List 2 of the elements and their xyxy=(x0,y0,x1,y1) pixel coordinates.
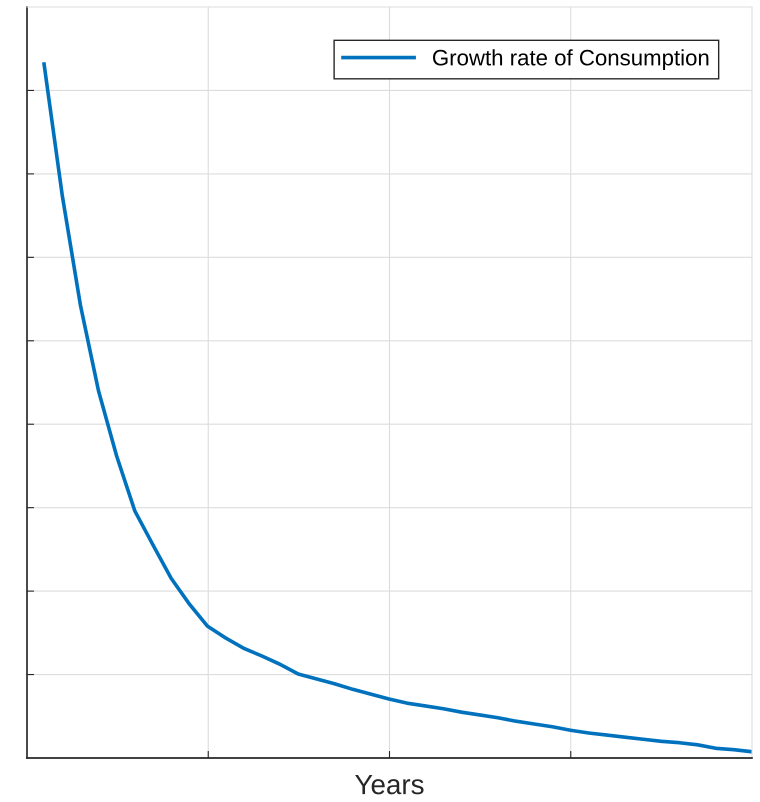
x-axis-title: Years xyxy=(355,774,424,794)
legend-label: Growth rate of Consumption xyxy=(433,49,708,70)
